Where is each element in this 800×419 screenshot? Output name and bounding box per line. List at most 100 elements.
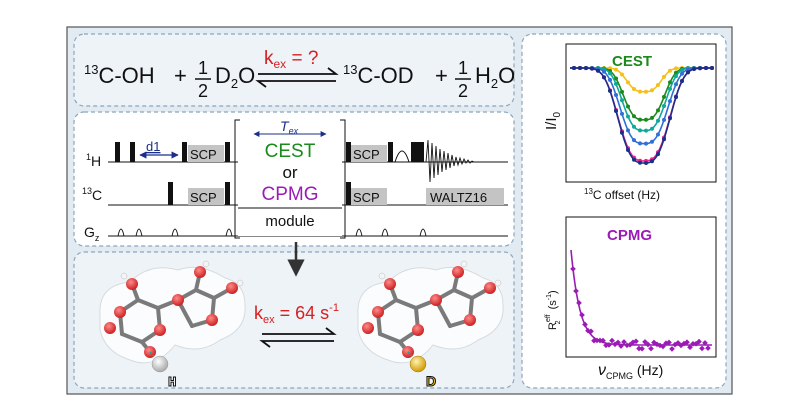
carbon-pulse-1 xyxy=(168,182,173,205)
gradient-channel-label: Gz xyxy=(84,224,100,243)
cest-point xyxy=(686,67,690,72)
cest-point xyxy=(662,104,666,108)
cest-point xyxy=(668,80,672,85)
waltz-block xyxy=(426,188,504,205)
cpmg-point xyxy=(669,346,675,352)
cpmg-point xyxy=(579,312,585,318)
cpmg-point xyxy=(648,345,654,352)
cpmg-point xyxy=(645,341,651,348)
plus-sign-2: + xyxy=(435,63,448,88)
cest-point xyxy=(644,161,648,165)
cpmg-point xyxy=(606,342,612,348)
cest-point xyxy=(650,126,654,131)
tex-label: Tex xyxy=(280,118,299,136)
forward-arrow xyxy=(258,67,339,75)
kex-value: kex = 64 s-1 xyxy=(254,302,339,326)
cest-title: CEST xyxy=(612,53,652,70)
cest-point xyxy=(692,67,696,71)
proton-pulse-4 xyxy=(225,142,230,162)
cest-point xyxy=(668,68,672,73)
cpmg-point xyxy=(609,337,615,344)
cpmg-point xyxy=(621,339,627,345)
exchangeable-proton xyxy=(151,355,169,373)
cest-point xyxy=(656,132,660,137)
cest-point xyxy=(656,118,660,123)
cest-point xyxy=(572,66,576,70)
cest-point xyxy=(614,76,618,81)
cest-point xyxy=(680,79,684,84)
molecule-right: D xyxy=(357,260,504,390)
cest-point xyxy=(638,117,642,122)
cest-point xyxy=(590,66,594,71)
cpmg-point xyxy=(633,338,639,345)
cpmg-point xyxy=(660,343,666,350)
cest-point xyxy=(608,71,612,76)
cest-point xyxy=(650,159,654,164)
cest-point xyxy=(680,68,684,72)
exchange-reverse-arrow xyxy=(259,340,334,348)
proton-scp-block-1 xyxy=(188,145,224,162)
cest-point xyxy=(662,137,666,142)
cpmg-point xyxy=(666,339,672,346)
cest-point xyxy=(656,83,660,87)
cest-point xyxy=(632,124,636,129)
cpmg-point xyxy=(582,321,588,328)
exchangeable-deuteron xyxy=(409,355,427,373)
cest-point xyxy=(662,117,666,122)
cest-point xyxy=(668,99,672,104)
module-bracket-left xyxy=(234,119,240,239)
cpmg-point xyxy=(687,344,693,351)
frac2-den: 2 xyxy=(458,81,468,101)
cpmg-ylabel: Reff2 (s-1) xyxy=(545,290,562,330)
cpmg-fit-curve xyxy=(570,249,712,346)
reactant-carbon: 13C-OH xyxy=(84,62,155,88)
cest-point xyxy=(650,115,654,120)
frac1-num: 1 xyxy=(198,58,208,78)
cest-point xyxy=(650,88,654,93)
cest-point xyxy=(662,74,666,79)
cest-point xyxy=(620,130,624,135)
cpmg-point xyxy=(690,340,696,347)
exchange-forward-arrow xyxy=(262,327,337,335)
frac2-num: 1 xyxy=(458,58,468,78)
cest-point xyxy=(620,98,624,103)
proton-pulse-5 xyxy=(346,142,351,162)
reactant-water: D2O xyxy=(215,63,255,91)
cest-point xyxy=(602,75,606,80)
cest-xlabel: 13C offset (Hz) xyxy=(584,187,660,202)
or-label: or xyxy=(282,163,297,182)
cpmg-xlabel: νCPMG (Hz) xyxy=(598,362,663,381)
cest-point xyxy=(662,94,666,99)
cest-point xyxy=(686,70,690,75)
cpmg-point xyxy=(570,266,576,272)
cest-point xyxy=(608,66,612,71)
cest-point xyxy=(602,69,606,74)
cpmg-point xyxy=(588,328,594,335)
cpmg-point xyxy=(576,300,582,306)
frac1-den: 2 xyxy=(198,81,208,101)
fid-signal xyxy=(425,139,478,183)
proton-pulse-7 xyxy=(411,142,416,162)
cest-ylabel: I/I0 xyxy=(543,111,563,130)
module-box xyxy=(238,124,342,236)
carbon-scp-block-2 xyxy=(351,188,387,205)
cpmg-plot: CPMG Reff2 (s-1) νCPMG (Hz) xyxy=(545,216,717,381)
cest-point xyxy=(626,80,630,85)
cest-point xyxy=(638,128,642,133)
cest-point xyxy=(698,66,702,71)
cest-point xyxy=(674,74,678,79)
module-bracket-right xyxy=(340,119,346,239)
cest-point xyxy=(638,141,642,146)
cest-point xyxy=(668,86,672,91)
cest-point xyxy=(704,66,708,70)
proton-shaped-pulse xyxy=(394,150,410,163)
cest-point xyxy=(626,114,630,119)
cest-point xyxy=(614,109,618,113)
cest-point xyxy=(644,128,648,133)
cest-point xyxy=(614,93,618,97)
cpmg-title: CPMG xyxy=(607,227,652,244)
carbon-scp-block-1 xyxy=(188,188,224,205)
cpmg-dispersion xyxy=(570,249,712,352)
carbon-scp-label-2: SCP xyxy=(353,190,380,205)
cest-plot: CEST I/I0 13C offset (Hz) xyxy=(543,43,717,202)
